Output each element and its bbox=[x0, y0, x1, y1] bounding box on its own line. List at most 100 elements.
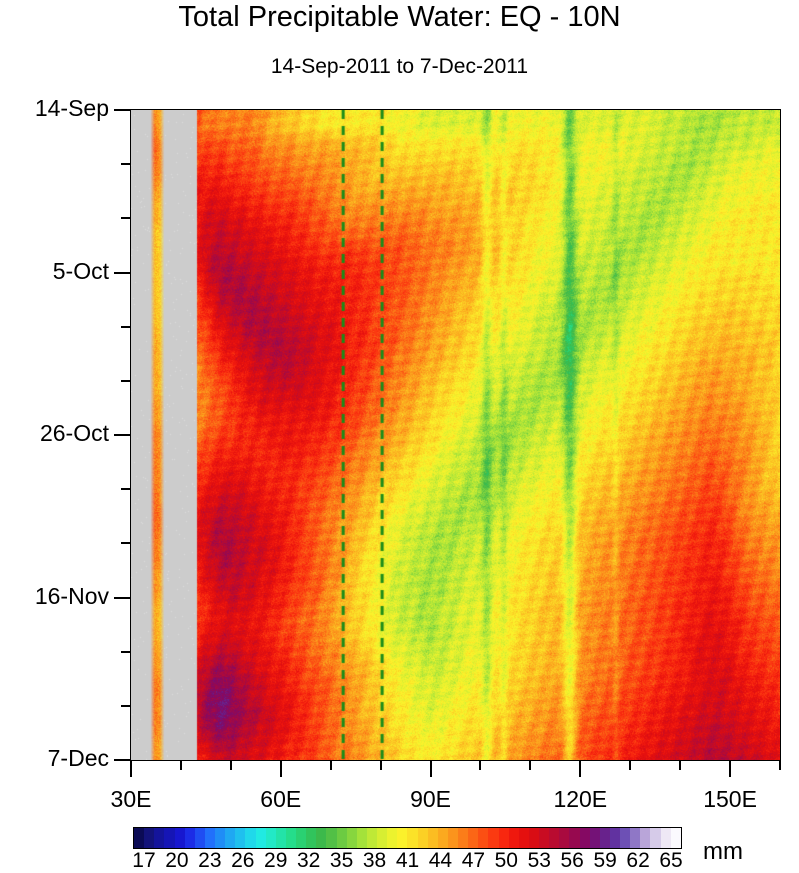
colorbar-swatch bbox=[559, 828, 570, 848]
colorbar-swatch bbox=[356, 828, 367, 848]
y-minor-tick bbox=[121, 704, 131, 707]
colorbar-swatch bbox=[296, 828, 307, 848]
colorbar-swatch bbox=[275, 828, 286, 848]
page-title: Total Precipitable Water: EQ - 10N bbox=[178, 1, 621, 33]
colorbar-swatch bbox=[336, 828, 347, 848]
x-major-tick bbox=[279, 760, 282, 777]
colorbar-swatch bbox=[518, 828, 529, 848]
colorbar-tick-62: 62 bbox=[626, 849, 650, 872]
colorbar-swatch bbox=[326, 828, 337, 848]
colorbar-swatch bbox=[184, 828, 195, 848]
colorbar-swatch bbox=[306, 828, 317, 848]
y-minor-tick bbox=[121, 650, 131, 653]
colorbar-swatch bbox=[539, 828, 550, 848]
colorbar-swatch bbox=[204, 828, 215, 848]
colorbar-swatch bbox=[488, 828, 499, 848]
colorbar-swatch bbox=[609, 828, 620, 848]
colorbar-tick-32: 32 bbox=[296, 849, 321, 872]
y-minor-tick bbox=[121, 217, 131, 220]
colorbar-swatch bbox=[660, 828, 671, 848]
x-minor-tick bbox=[779, 760, 781, 770]
colorbar-swatch bbox=[377, 828, 388, 848]
colorbar-swatch bbox=[397, 828, 408, 848]
colorbar-swatch bbox=[265, 828, 276, 848]
colorbar-tick-38: 38 bbox=[362, 849, 387, 872]
x-major-tick bbox=[429, 760, 432, 777]
colorbar-units-label: mm bbox=[703, 838, 743, 865]
x-axis-label-120E: 120E bbox=[553, 786, 608, 812]
colorbar-swatch bbox=[620, 828, 631, 848]
colorbar-tick-20: 20 bbox=[165, 849, 189, 872]
colorbar-swatch bbox=[569, 828, 580, 848]
colorbar-swatch bbox=[285, 828, 296, 848]
colorbar-tick-29: 29 bbox=[264, 849, 288, 872]
colorbar-tick-53: 53 bbox=[527, 849, 551, 872]
colorbar-swatch bbox=[245, 828, 256, 848]
x-minor-tick bbox=[379, 760, 382, 770]
x-minor-tick bbox=[179, 760, 182, 770]
x-major-tick bbox=[729, 760, 732, 777]
plot-area bbox=[130, 109, 781, 761]
y-minor-tick bbox=[121, 379, 131, 382]
y-major-tick bbox=[114, 109, 131, 111]
colorbar-swatch bbox=[194, 828, 205, 848]
y-axis-label-7-Dec: 7-Dec bbox=[47, 745, 109, 771]
colorbar-swatch bbox=[174, 828, 185, 848]
colorbar-swatch bbox=[528, 828, 539, 848]
y-major-tick bbox=[114, 271, 131, 274]
x-axis-label-90E: 90E bbox=[410, 786, 451, 812]
y-major-tick bbox=[114, 434, 131, 436]
x-axis-label-30E: 30E bbox=[110, 786, 152, 812]
colorbar-swatch bbox=[579, 828, 590, 848]
colorbar-tick-41: 41 bbox=[395, 849, 420, 872]
colorbar-swatch bbox=[346, 828, 357, 848]
colorbar-swatch bbox=[366, 828, 377, 848]
colorbar-swatch bbox=[640, 828, 651, 848]
x-major-tick bbox=[130, 760, 132, 777]
y-minor-tick bbox=[121, 325, 131, 328]
colorbar-swatch bbox=[225, 828, 236, 848]
y-major-tick bbox=[114, 759, 131, 761]
colorbar-tick-17: 17 bbox=[132, 849, 156, 872]
colorbar-tick-56: 56 bbox=[560, 849, 584, 872]
colorbar-swatch bbox=[144, 828, 155, 848]
colorbar-swatch bbox=[437, 828, 448, 848]
colorbar-tick-35: 35 bbox=[329, 849, 354, 872]
colorbar-swatches bbox=[133, 827, 682, 849]
colorbar-swatch bbox=[458, 828, 469, 848]
colorbar-swatch bbox=[387, 828, 398, 848]
colorbar-tick-47: 47 bbox=[461, 849, 486, 872]
colorbar-swatch bbox=[589, 828, 600, 848]
colorbar-swatch bbox=[427, 828, 438, 848]
x-major-tick bbox=[579, 760, 582, 777]
x-minor-tick bbox=[479, 760, 482, 770]
colorbar-swatch bbox=[630, 828, 641, 848]
colorbar-swatch bbox=[549, 828, 560, 848]
colorbar-swatch bbox=[164, 828, 175, 848]
x-minor-tick bbox=[229, 760, 232, 770]
x-axis-label-60E: 60E bbox=[260, 786, 302, 812]
colorbar-swatch bbox=[447, 828, 458, 848]
y-axis-label-14-Sep: 14-Sep bbox=[34, 95, 109, 121]
colorbar-swatch bbox=[468, 828, 479, 848]
colorbar-tick-23: 23 bbox=[198, 849, 222, 872]
colorbar-swatch bbox=[235, 828, 246, 848]
colorbar-swatch bbox=[255, 828, 266, 848]
y-minor-tick bbox=[121, 163, 131, 166]
colorbar-swatch bbox=[407, 828, 418, 848]
colorbar-swatch bbox=[316, 828, 327, 848]
x-minor-tick bbox=[529, 760, 532, 770]
colorbar-tick-65: 65 bbox=[659, 849, 683, 872]
y-axis-label-16-Nov: 16-Nov bbox=[34, 582, 109, 609]
colorbar-swatch bbox=[417, 828, 428, 848]
colorbar bbox=[133, 827, 682, 849]
colorbar-swatch bbox=[478, 828, 489, 848]
colorbar-tick-44: 44 bbox=[428, 849, 453, 872]
figure-subtitle: 14-Sep-2011 to 7-Dec-2011 bbox=[270, 55, 529, 78]
colorbar-swatch bbox=[215, 828, 226, 848]
colorbar-swatch bbox=[498, 828, 509, 848]
y-axis-label-5-Oct: 5-Oct bbox=[52, 257, 109, 284]
colorbar-tick-59: 59 bbox=[593, 849, 617, 872]
colorbar-swatch bbox=[134, 828, 145, 848]
